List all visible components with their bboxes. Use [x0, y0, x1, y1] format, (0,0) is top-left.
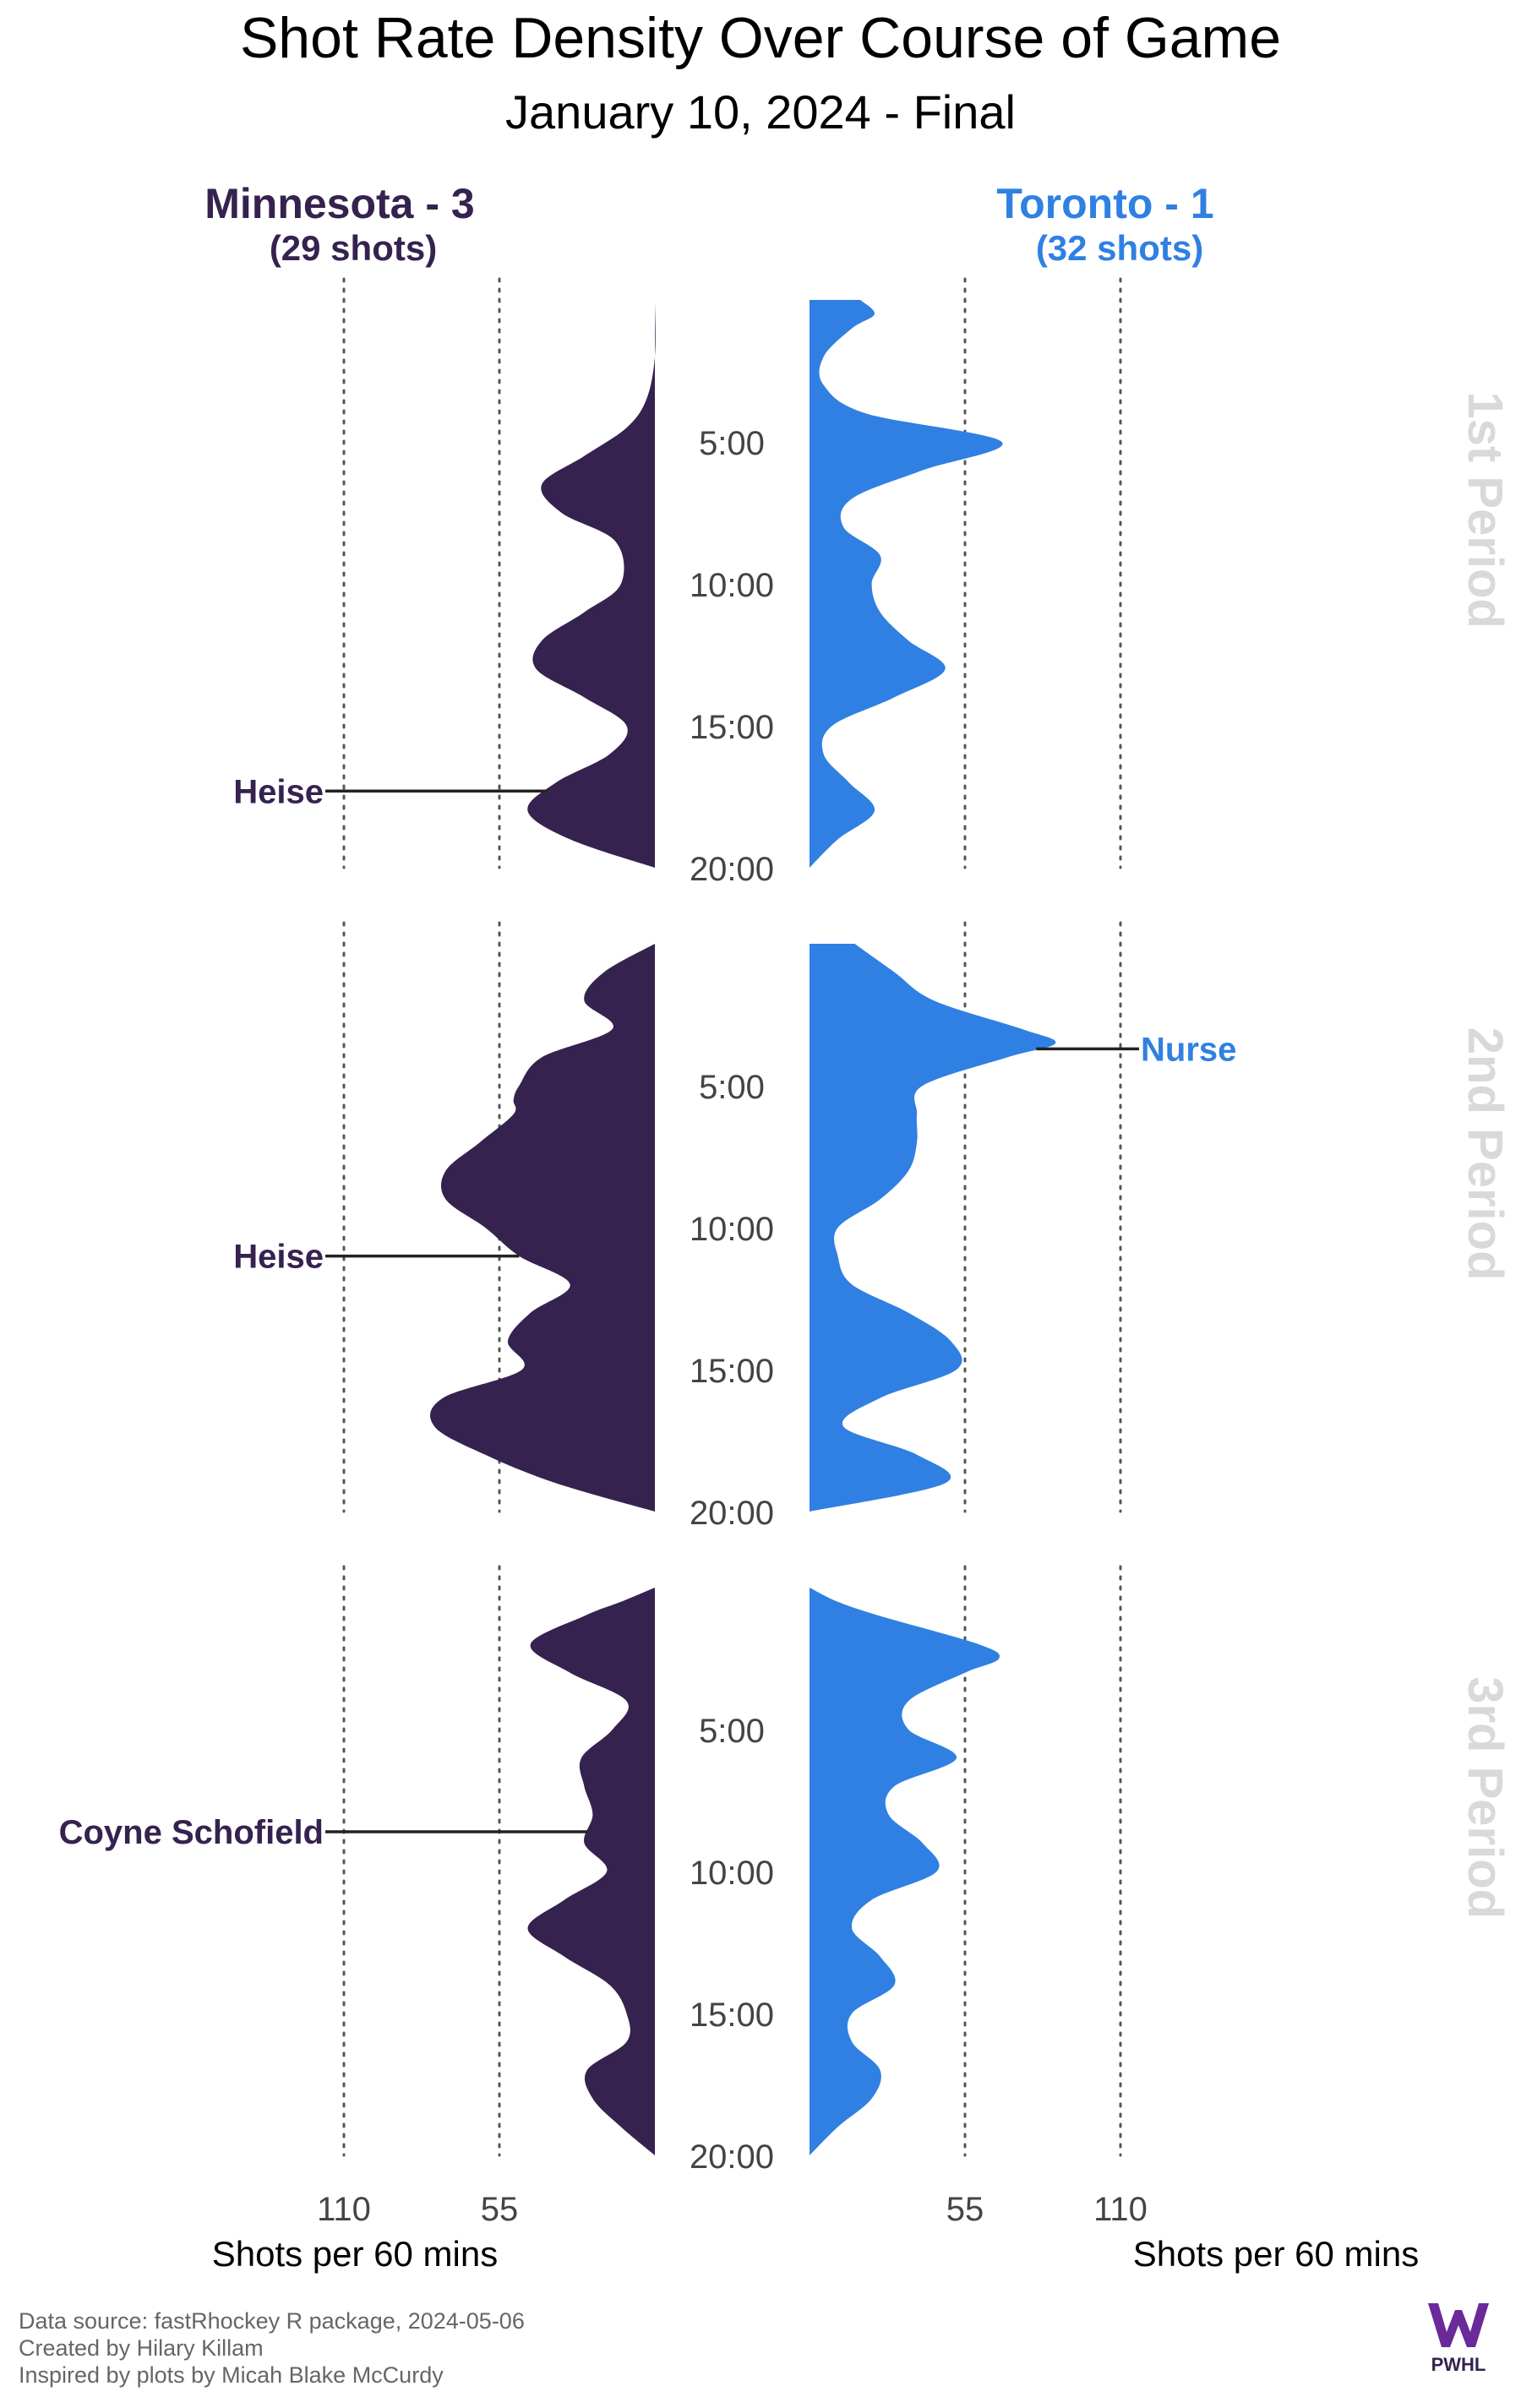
minnesota-density-period-1 — [527, 300, 656, 868]
time-tick-label: 10:00 — [690, 567, 774, 604]
minnesota-density-period-3 — [527, 1588, 655, 2155]
density-areas — [430, 300, 1056, 2155]
chart-title: Shot Rate Density Over Course of Game — [240, 6, 1281, 70]
goal-annotations: Heise Heise Coyne Schofield Nurse — [59, 773, 1237, 1851]
pwhl-logo-mark — [1428, 2303, 1489, 2347]
caption-inspired-by: Inspired by plots by Micah Blake McCurdy — [19, 2362, 444, 2388]
x-tick-label-left-110: 110 — [317, 2191, 371, 2228]
minnesota-density-period-2 — [430, 944, 655, 1512]
minnesota-shot-count: (29 shots) — [270, 228, 437, 268]
x-axis-title-left: Shots per 60 mins — [212, 2234, 499, 2274]
toronto-density-period-2 — [810, 944, 1056, 1512]
time-tick-label: 15:00 — [690, 1997, 774, 2034]
toronto-team-name: Toronto - 1 — [996, 180, 1213, 227]
time-tick-label: 15:00 — [690, 1353, 774, 1390]
time-tick-label: 10:00 — [690, 1855, 774, 1892]
x-tick-label-right-55: 55 — [946, 2191, 984, 2228]
time-tick-label: 10:00 — [690, 1211, 774, 1248]
caption-created-by: Created by Hilary Killam — [19, 2335, 264, 2361]
pwhl-logo-text: PWHL — [1431, 2354, 1486, 2375]
x-tick-label-right-110: 110 — [1093, 2191, 1148, 2228]
time-tick-label: 20:00 — [690, 1495, 774, 1532]
annotation-scorer-label: Coyne Schofield — [59, 1814, 324, 1851]
time-tick-label: 5:00 — [699, 1713, 765, 1750]
toronto-shot-count: (32 shots) — [1036, 228, 1203, 268]
time-tick-label: 5:00 — [699, 1069, 765, 1106]
period-label-3: 3rd Period — [1458, 1676, 1513, 1919]
period-label-1: 1st Period — [1458, 391, 1513, 628]
period-labels: 1st Period 2nd Period 3rd Period — [1458, 391, 1513, 1919]
time-tick-label: 20:00 — [690, 851, 774, 888]
x-axis-ticks: 55 55 110 110 — [317, 2191, 1148, 2228]
period-label-2: 2nd Period — [1458, 1027, 1513, 1281]
annotation-scorer-label: Nurse — [1141, 1031, 1236, 1068]
x-tick-label-left-55: 55 — [481, 2191, 519, 2228]
time-tick-label: 20:00 — [690, 2138, 774, 2176]
pwhl-logo: PWHL — [1428, 2303, 1489, 2375]
minnesota-team-name: Minnesota - 3 — [204, 180, 474, 227]
time-tick-label: 5:00 — [699, 425, 765, 462]
x-axis-title-right: Shots per 60 mins — [1133, 2234, 1420, 2274]
caption-data-source: Data source: fastRhockey R package, 2024… — [19, 2308, 525, 2334]
time-tick-label: 15:00 — [690, 709, 774, 746]
annotation-scorer-label: Heise — [233, 773, 324, 810]
time-tick-labels: 5:00 10:00 15:00 20:00 5:00 10:00 15:00 20:00 5:… — [690, 425, 774, 2176]
annotation-scorer-label: Heise — [233, 1239, 324, 1276]
toronto-density-period-3 — [810, 1588, 1000, 2155]
chart-subtitle: January 10, 2024 - Final — [505, 85, 1016, 139]
toronto-density-period-1 — [810, 300, 1003, 868]
